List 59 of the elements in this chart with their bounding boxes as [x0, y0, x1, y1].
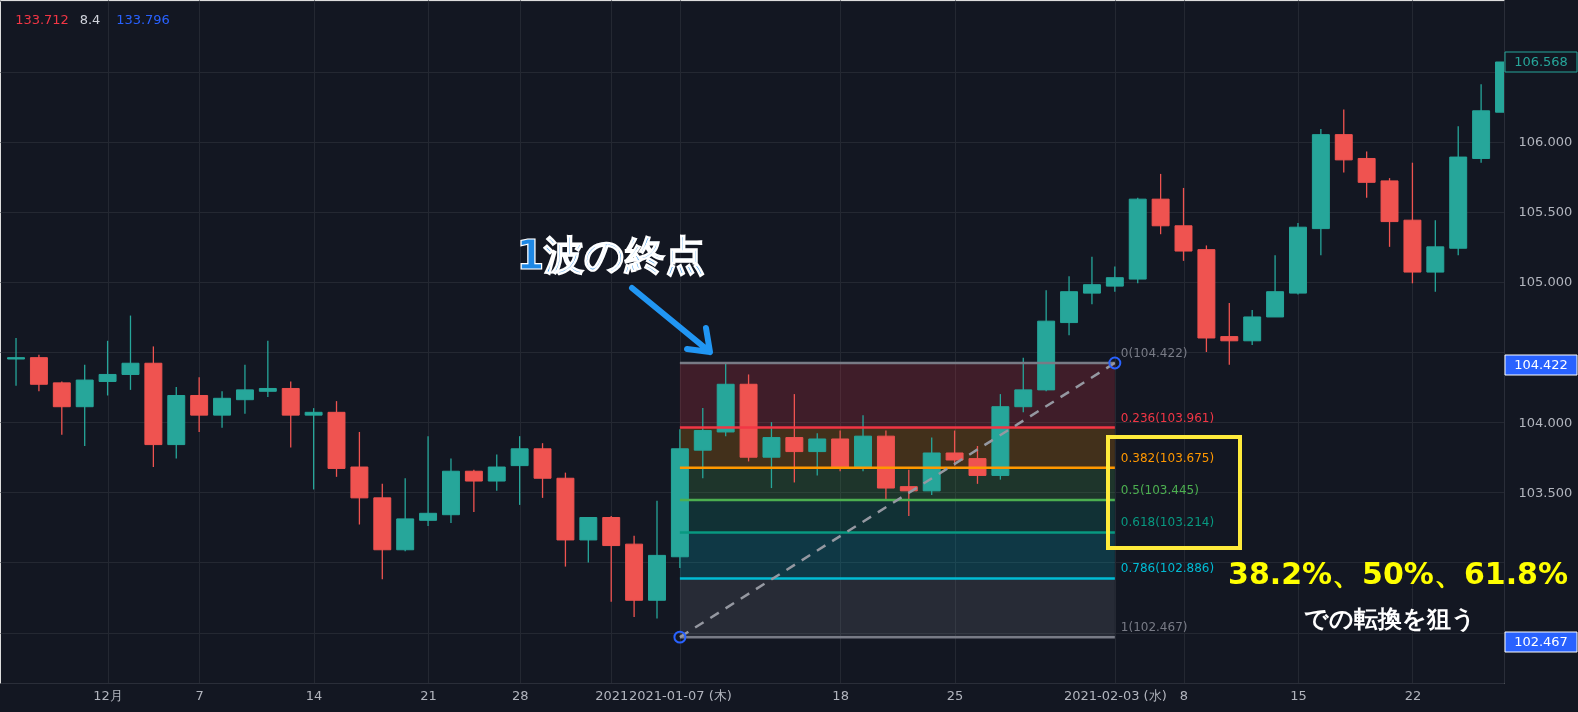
annotation: 1(102.467): [1120, 620, 1188, 635]
candlestick: [7, 337, 25, 387]
y-tick-label: 106.000: [1518, 134, 1573, 150]
y-tick-label: 103.500: [1518, 484, 1573, 500]
candlestick: [762, 421, 781, 489]
candlestick: [785, 393, 804, 484]
x-tick-label: 18: [832, 687, 849, 703]
x-tick-label: 2021-02-03 (水): [1063, 687, 1167, 703]
candlestick: [1243, 309, 1262, 346]
candlestick: [808, 432, 827, 477]
x-tick-label: 25: [946, 687, 964, 703]
annotation: 133.712: [15, 12, 69, 27]
candlestick: [579, 516, 598, 564]
annotation: 0(104.422): [1120, 345, 1188, 360]
annotation: での転換を狙う: [1304, 605, 1476, 633]
annotation: 8.4: [79, 12, 101, 27]
candlestick: [258, 340, 277, 398]
candlestick: [1082, 255, 1101, 305]
x-tick-label: 2021: [595, 687, 629, 703]
candlestick: [693, 407, 712, 479]
text: 102.467: [1514, 634, 1568, 649]
x-tick-label: 7: [195, 687, 204, 703]
x-tick-label: 21: [420, 687, 437, 703]
annotation: 0.786(102.886): [1120, 561, 1215, 576]
annotation: 38.2%、50%、61.8%: [1228, 556, 1568, 591]
annotation: 0.236(103.961): [1120, 410, 1215, 425]
candlestick: [1014, 356, 1033, 413]
candlestick: [1105, 265, 1124, 293]
y-tick-label: 105.500: [1518, 204, 1573, 220]
candlestick: [235, 363, 254, 415]
x-tick-label: 12月: [93, 687, 123, 703]
candlestick: [487, 453, 506, 492]
candlestick: [464, 469, 483, 513]
annotation: 0.5(103.445): [1120, 482, 1199, 497]
annotation: 0.382(103.675): [1120, 450, 1215, 465]
x-tick-label: 14: [305, 687, 323, 703]
candlestick: [190, 376, 209, 433]
x-tick-label: 15: [1290, 687, 1307, 703]
annotation: 1波の終点: [516, 232, 706, 278]
x-tick-label: 8: [1179, 687, 1189, 703]
candlestick: [121, 314, 140, 391]
candlestick: [1357, 150, 1376, 199]
candlestick: [945, 429, 964, 467]
y-tick-label: 105.000: [1518, 274, 1573, 290]
candlestick: [213, 390, 232, 429]
candlestick: [52, 380, 71, 436]
candlestick: [98, 340, 117, 397]
x-tick-label: 28: [511, 687, 529, 703]
annotation: 0.618(103.214): [1120, 515, 1215, 530]
text: 106.568: [1514, 54, 1568, 69]
candlestick: [419, 435, 438, 527]
x-tick-label: 2021-01-07 (木): [628, 687, 732, 703]
x-tick-label: 22: [1404, 687, 1422, 703]
text: 104.422: [1514, 357, 1568, 372]
candlestick: [510, 435, 529, 506]
candlestick: [304, 407, 323, 491]
annotation: 133.796: [116, 12, 170, 27]
candlestick: [1220, 302, 1239, 366]
y-tick-label: 104.000: [1518, 414, 1573, 430]
